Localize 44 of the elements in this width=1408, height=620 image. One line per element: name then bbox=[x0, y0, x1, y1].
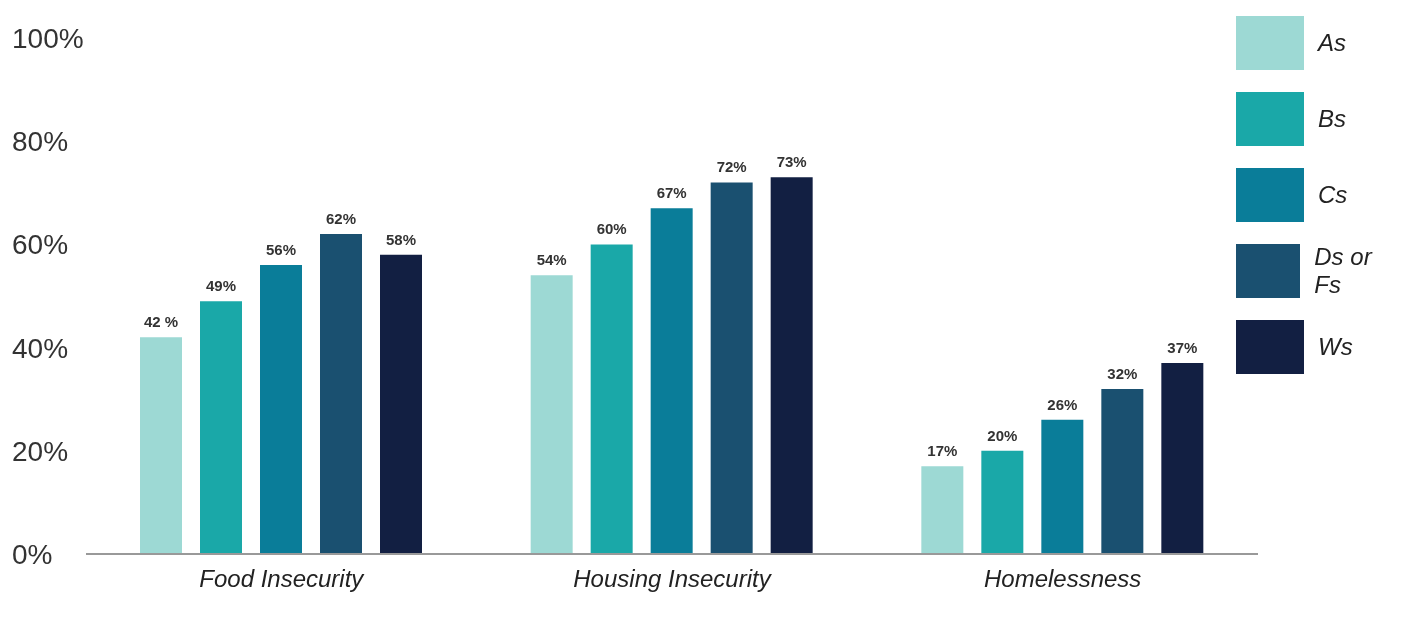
x-tick-label: Homelessness bbox=[983, 565, 1142, 593]
data-label: 73% bbox=[776, 153, 807, 171]
bar bbox=[650, 208, 693, 554]
data-label: 37% bbox=[1167, 339, 1198, 357]
data-label: 42 % bbox=[143, 313, 179, 331]
legend-label: Ws bbox=[1318, 333, 1353, 361]
bar bbox=[200, 301, 242, 554]
bar bbox=[380, 254, 422, 554]
legend-label: Ds or Fs bbox=[1314, 243, 1374, 299]
x-tick-label: Food Insecurity bbox=[199, 565, 366, 593]
bar bbox=[770, 177, 813, 554]
bar bbox=[710, 182, 753, 554]
data-label: 58% bbox=[385, 230, 417, 248]
bar bbox=[590, 244, 633, 554]
data-label: 32% bbox=[1107, 364, 1138, 382]
data-label: 60% bbox=[596, 220, 627, 238]
data-label: 20% bbox=[987, 426, 1018, 444]
legend-label: Bs bbox=[1318, 105, 1347, 133]
x-tick-label: Housing Insecurity bbox=[573, 565, 773, 593]
data-label: 67% bbox=[656, 184, 687, 202]
bar bbox=[140, 337, 182, 554]
data-label: 49% bbox=[205, 277, 237, 295]
bar bbox=[1161, 363, 1204, 554]
data-label: 72% bbox=[716, 158, 747, 176]
bar bbox=[1101, 388, 1144, 554]
bar bbox=[260, 265, 302, 554]
y-tick-label: 80% bbox=[12, 126, 69, 158]
y-tick-label: 40% bbox=[12, 332, 69, 364]
bar bbox=[921, 466, 964, 554]
bar bbox=[981, 450, 1024, 554]
data-label: 54% bbox=[536, 251, 567, 269]
data-label: 62% bbox=[325, 210, 357, 228]
bar bbox=[1041, 419, 1084, 554]
legend-label: As bbox=[1318, 29, 1347, 57]
legend-label: Cs bbox=[1318, 181, 1348, 209]
y-tick-label: 20% bbox=[12, 435, 69, 467]
data-label: 56% bbox=[265, 241, 297, 259]
data-label: 17% bbox=[927, 442, 958, 460]
y-tick-label: 100% bbox=[12, 23, 84, 54]
bar bbox=[320, 234, 362, 554]
y-tick-label: 60% bbox=[12, 229, 69, 261]
bar bbox=[530, 275, 573, 554]
y-tick-label: 0% bbox=[12, 539, 53, 570]
data-label: 26% bbox=[1047, 395, 1078, 413]
